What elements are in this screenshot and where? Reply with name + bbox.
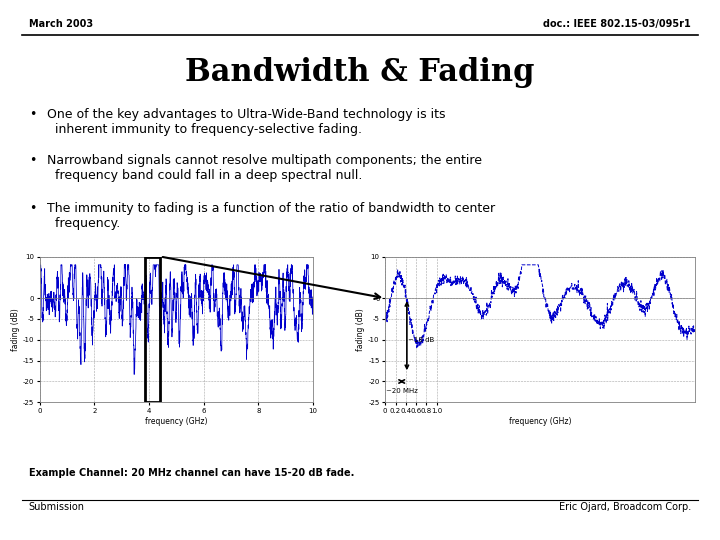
Text: March 2003: March 2003: [29, 19, 93, 29]
Text: ~20 MHz: ~20 MHz: [386, 388, 418, 394]
Y-axis label: fading (dB): fading (dB): [11, 308, 19, 351]
Text: One of the key advantages to Ultra-Wide-Band technology is its
  inherent immuni: One of the key advantages to Ultra-Wide-…: [47, 108, 445, 136]
Text: Bandwidth & Fading: Bandwidth & Fading: [185, 57, 535, 87]
Text: Eric Ojard, Broadcom Corp.: Eric Ojard, Broadcom Corp.: [559, 502, 691, 512]
X-axis label: frequency (GHz): frequency (GHz): [509, 417, 571, 426]
Text: •: •: [29, 108, 36, 121]
Text: Narrowband signals cannot resolve multipath components; the entire
  frequency b: Narrowband signals cannot resolve multip…: [47, 154, 482, 182]
Y-axis label: fading (dB): fading (dB): [356, 308, 365, 351]
X-axis label: frequency (GHz): frequency (GHz): [145, 417, 207, 426]
Text: •: •: [29, 154, 36, 167]
Bar: [145, 256, 160, 402]
Text: Example Channel: 20 MHz channel can have 15-20 dB fade.: Example Channel: 20 MHz channel can have…: [29, 468, 354, 478]
Text: ~18 dB: ~18 dB: [408, 337, 434, 343]
Text: The immunity to fading is a function of the ratio of bandwidth to center
  frequ: The immunity to fading is a function of …: [47, 202, 495, 230]
Text: Submission: Submission: [29, 502, 85, 512]
Text: doc.: IEEE 802.15-03/095r1: doc.: IEEE 802.15-03/095r1: [544, 19, 691, 29]
Text: •: •: [29, 202, 36, 215]
